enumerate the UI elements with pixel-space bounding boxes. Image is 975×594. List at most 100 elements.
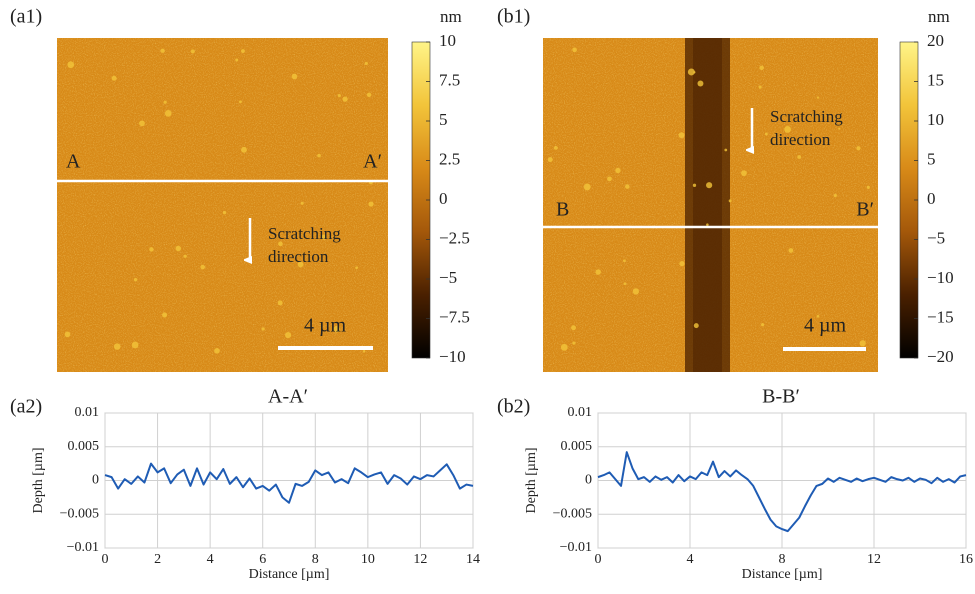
surface-particle [278, 241, 283, 247]
surface-particle [866, 185, 870, 189]
colorbar-tick-label: −15 [927, 307, 954, 326]
annotation: Scratching [268, 224, 341, 243]
surface-particle [214, 348, 220, 354]
surface-particle [133, 277, 138, 282]
x-tick-label: 16 [959, 552, 973, 567]
x-tick-label: 10 [361, 552, 375, 567]
colorbar-tick-label: −5 [927, 228, 945, 247]
surface-particle [241, 49, 245, 54]
surface-particle [261, 327, 265, 331]
scratch-groove-core [693, 38, 722, 372]
surface-particle [724, 148, 728, 152]
surface-particle [571, 325, 577, 331]
panel-label: (a2) [10, 396, 42, 418]
surface-particle [317, 153, 321, 158]
surface-particle [560, 343, 568, 351]
surface-particle [239, 100, 242, 104]
surface-particle [190, 49, 195, 54]
surface-particle [623, 259, 626, 263]
surface-particle [547, 157, 553, 163]
surface-particle [697, 80, 704, 87]
x-tick-label: 8 [779, 552, 786, 567]
x-tick-label: 4 [207, 552, 214, 567]
surface-particle [625, 184, 630, 189]
surface-particle [833, 193, 837, 198]
surface-particle [366, 92, 372, 98]
surface-particle [149, 247, 154, 252]
x-tick-label: 12 [413, 552, 427, 567]
y-tick-label: 0 [585, 473, 592, 488]
surface-particle [583, 183, 591, 191]
surface-particle [741, 170, 747, 177]
surface-particle [160, 48, 165, 53]
surface-particle [632, 288, 640, 295]
surface-particle [355, 266, 358, 270]
surface-particle [764, 132, 768, 136]
colorbar-tick-label: 15 [927, 70, 944, 89]
surface-particle [333, 325, 341, 333]
panel-label: (b1) [497, 6, 530, 28]
surface-particle [297, 261, 304, 268]
surface-particle [553, 145, 558, 150]
surface-particle [300, 201, 304, 205]
surface-particle [687, 68, 695, 76]
colorbar-tick-label: 0 [927, 189, 936, 208]
colorbar-tick-label: −5 [439, 268, 457, 287]
x-axis-label: Distance [µm] [742, 567, 823, 582]
colorbar-tick-label: 20 [927, 31, 944, 50]
surface-particle [163, 100, 167, 104]
surface-particle [692, 183, 697, 187]
surface-particle [784, 126, 791, 133]
surface-particle [678, 132, 685, 139]
surface-particle [607, 176, 612, 182]
surface-particle [222, 210, 227, 215]
surface-particle [706, 182, 713, 189]
profile-end-label: B′ [856, 199, 874, 221]
x-tick-label: 6 [259, 552, 266, 567]
x-tick-label: 8 [312, 552, 319, 567]
surface-particle [200, 264, 206, 270]
annotation: Scratching [770, 107, 843, 126]
x-tick-label: 0 [102, 552, 109, 567]
surface-particle [321, 234, 327, 240]
surface-particle [113, 343, 121, 350]
colorbar-tick-label: 0 [439, 189, 448, 208]
surface-particle [162, 312, 168, 318]
colorbar-tick-label: −7.5 [439, 307, 470, 326]
surface-particle [788, 248, 794, 253]
annotation: direction [770, 130, 831, 149]
y-tick-label: −0.01 [560, 540, 592, 555]
surface-particle [164, 110, 172, 117]
surface-particle [175, 245, 182, 252]
annotation: direction [268, 247, 329, 266]
surface-particle [183, 254, 187, 258]
surface-particle [838, 127, 841, 130]
profile-line [597, 451, 967, 533]
scale-bar-label: 4 µm [304, 315, 347, 337]
y-tick-label: 0.01 [75, 405, 100, 420]
surface-particle [337, 93, 341, 98]
y-tick-label: 0.005 [68, 439, 100, 454]
x-tick-label: 12 [867, 552, 881, 567]
y-tick-label: −0.005 [553, 506, 592, 521]
surface-particle [623, 282, 627, 286]
surface-particle [693, 323, 699, 329]
x-tick-label: 4 [687, 552, 694, 567]
chart-title: A-A′ [268, 386, 308, 408]
panel-label: (a1) [10, 6, 42, 28]
surface-particle [615, 167, 621, 174]
y-axis-label: Depth [µm] [524, 448, 539, 514]
colorbar-tick-label: −20 [927, 347, 954, 366]
colorbar-tick-label: −10 [439, 347, 466, 366]
colorbar-tick-label: −2.5 [439, 228, 470, 247]
surface-particle [64, 331, 71, 338]
surface-particle [595, 269, 601, 275]
profile-end-label: A [66, 151, 81, 173]
surface-particle [362, 349, 366, 353]
chart-title: B-B′ [762, 386, 800, 408]
profile-end-label: B [556, 199, 569, 221]
surface-particle [364, 61, 368, 66]
y-tick-label: 0.01 [568, 405, 593, 420]
surface-particle [67, 61, 75, 69]
